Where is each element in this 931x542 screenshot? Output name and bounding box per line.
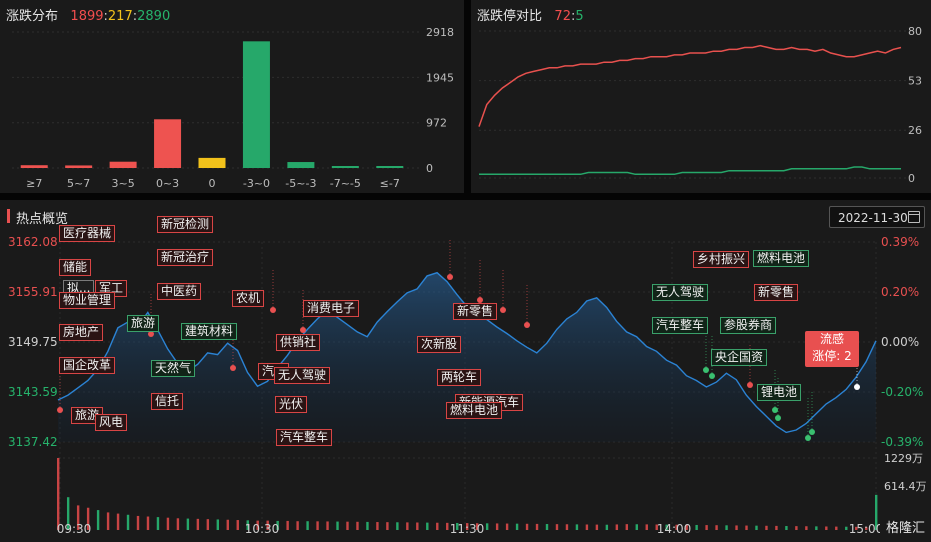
y-tick-label: 0 [426, 162, 433, 175]
bar-0 [20, 165, 48, 168]
date-picker[interactable]: 2022-11-30 [829, 206, 925, 228]
x-tick-label: ≤-7 [380, 177, 400, 190]
up-count: 1899 [70, 9, 104, 24]
topic-tag[interactable]: 新零售 [453, 303, 498, 320]
topic-tag[interactable]: 无人驾驶 [652, 284, 709, 301]
bar-4 [198, 157, 226, 168]
topic-tag[interactable]: 新零售 [754, 284, 799, 301]
topic-tag[interactable]: 房地产 [59, 324, 104, 341]
topic-tag[interactable]: 天然气 [151, 360, 196, 377]
x-tick-label: 5~7 [67, 177, 90, 190]
y-tick-label: 53 [908, 75, 922, 88]
y-tick-label: 972 [426, 117, 447, 130]
y-tick-label: 26 [908, 124, 922, 137]
topic-tag[interactable]: 新冠检测 [157, 216, 214, 233]
bar-1 [65, 165, 93, 168]
topic-tag[interactable]: 燃料电池 [753, 250, 810, 267]
distribution-panel: 涨跌分布 1899:217:2890 2918 1945 972 0 ≥7 5~7 3~5 0… [0, 0, 464, 193]
topic-tag[interactable]: 汽车整车 [276, 429, 333, 446]
topic-tag[interactable]: 新冠治疗 [157, 249, 214, 266]
distribution-bar-chart: 2918 1945 972 0 ≥7 5~7 3~5 0~3 0 -3~0 -5~-3 -7~-5 ≤-… [12, 26, 454, 190]
x-tick-label: 0 [209, 177, 216, 190]
gelonghui-logo: 格隆汇 [879, 517, 925, 536]
x-tick-label: ≥7 [26, 177, 42, 190]
x-tick-label: 0~3 [156, 177, 179, 190]
topic-tag[interactable]: 医疗器械 [59, 225, 116, 242]
flat-count: 217 [107, 9, 133, 24]
x-tick-label: -7~-5 [330, 177, 361, 190]
topic-tag[interactable]: 风电 [95, 414, 128, 431]
topic-tag[interactable]: 无人驾驶 [274, 367, 331, 384]
y-tick-label: 80 [908, 25, 922, 38]
bar-8 [376, 166, 404, 168]
distribution-title: 涨跌分布 1899:217:2890 [6, 9, 171, 24]
topic-tag[interactable]: 次新股 [417, 336, 462, 353]
calendar-icon[interactable] [908, 211, 920, 223]
topic-tag[interactable]: 中医药 [157, 283, 202, 300]
topic-tag[interactable]: 燃料电池 [446, 402, 503, 419]
topic-tag[interactable]: 消费电子 [303, 300, 360, 317]
limit-up-count: 72 [554, 9, 571, 24]
bar-2 [109, 161, 137, 168]
y-tick-label: 2918 [426, 26, 454, 39]
topic-tag[interactable]: 光伏 [275, 396, 308, 413]
limit-down-line [479, 166, 901, 176]
topic-tag[interactable]: 物业管理 [59, 292, 116, 309]
limit-ratio-line-chart: 80 53 26 0 [478, 25, 922, 185]
bar-3 [154, 119, 182, 168]
ratio-title: 涨跌停对比 72:5 [477, 9, 584, 24]
bar-6 [287, 162, 315, 168]
limit-down-count: 5 [575, 9, 584, 24]
x-tick-label: 3~5 [112, 177, 135, 190]
bar-7 [331, 166, 359, 168]
topic-tag[interactable]: 储能 [59, 259, 92, 276]
x-tick-label: -3~0 [243, 177, 270, 190]
limit-ratio-panel: 涨跌停对比 72:5 80 53 26 0 [471, 0, 931, 193]
y-tick-label: 1945 [426, 71, 454, 84]
x-tick-label: -5~-3 [285, 177, 316, 190]
topic-tag[interactable]: 锂电池 [757, 384, 802, 401]
title-accent-bar [7, 209, 10, 223]
topic-tag[interactable]: 信托 [151, 393, 184, 410]
topic-tag[interactable]: 国企改革 [59, 357, 116, 374]
down-count: 2890 [137, 9, 171, 24]
topic-tag[interactable]: 乡村振兴 [693, 251, 750, 268]
limit-up-callout: 流感 涨停: 2 [805, 331, 859, 367]
hot-title: 热点概览 [16, 212, 69, 227]
topic-tag[interactable]: 两轮车 [437, 369, 482, 386]
topic-tag[interactable]: 参股券商 [720, 317, 777, 334]
topic-tag[interactable]: 农机 [232, 290, 265, 307]
y-tick-label: 0 [908, 172, 915, 185]
topic-tag[interactable]: 汽车整车 [652, 317, 709, 334]
topic-tag[interactable]: 供销社 [276, 334, 321, 351]
topic-tag[interactable]: 旅游 [127, 315, 160, 332]
topic-tag[interactable]: 建筑材料 [181, 323, 238, 340]
topic-tag[interactable]: 央企国资 [711, 349, 768, 366]
limit-up-line [478, 44, 902, 127]
bar-5 [242, 41, 270, 168]
